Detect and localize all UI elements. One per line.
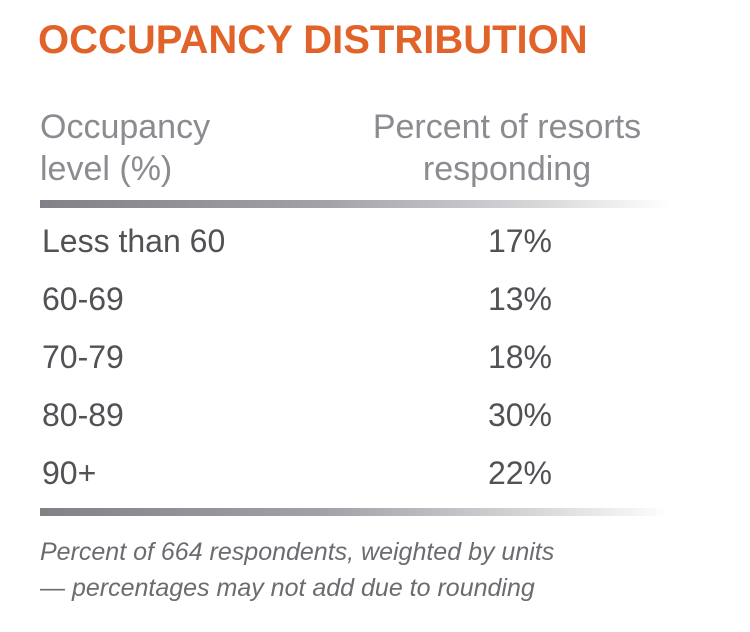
percent-cell: 17% (487, 223, 552, 259)
occupancy-level-cell: 80-89 (42, 397, 124, 433)
footer-divider (40, 508, 670, 516)
percent-cell: 30% (487, 397, 552, 433)
occupancy-level-cell: 70-79 (42, 339, 124, 375)
header-line: responding (422, 150, 592, 188)
table-row: 70-79 18% (40, 328, 560, 386)
header-line: Percent of resorts (372, 108, 642, 146)
footnote: Percent of 664 respondents, weighted by … (40, 534, 554, 606)
footnote-line: — percentages may not add due to roundin… (40, 574, 535, 602)
percent-cell: 22% (487, 455, 552, 491)
header-line: Occupancy (40, 108, 211, 146)
table-row: 80-89 30% (40, 386, 560, 444)
header-line: level (%) (40, 150, 173, 188)
table-row: 90+ 22% (40, 444, 560, 502)
column-header-occupancy-level: Occupancy level (%) (40, 106, 210, 190)
percent-cell: 13% (487, 281, 552, 317)
footnote-line: Percent of 664 respondents, weighted by … (40, 538, 555, 566)
chart-title: OCCUPANCY DISTRIBUTION (38, 18, 588, 62)
table-row: Less than 60 17% (40, 212, 560, 270)
occupancy-level-cell: 60-69 (42, 281, 124, 317)
occupancy-level-cell: Less than 60 (42, 223, 226, 259)
header-divider (40, 200, 670, 208)
occupancy-level-cell: 90+ (42, 455, 97, 491)
column-header-percent: Percent of resorts responding (352, 106, 662, 190)
table-row: 60-69 13% (40, 270, 560, 328)
percent-cell: 18% (487, 339, 552, 375)
